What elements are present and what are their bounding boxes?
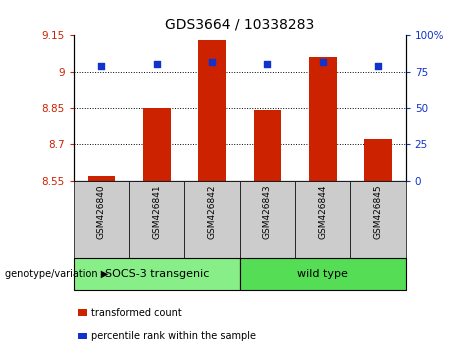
- Point: [319, 59, 326, 64]
- Point: [98, 63, 105, 69]
- Bar: [88, 176, 115, 181]
- Text: GSM426841: GSM426841: [152, 184, 161, 239]
- Point: [264, 62, 271, 67]
- Text: GSM426842: GSM426842: [207, 184, 217, 239]
- Text: GSM426844: GSM426844: [318, 184, 327, 239]
- Text: GSM426845: GSM426845: [373, 184, 383, 239]
- Title: GDS3664 / 10338283: GDS3664 / 10338283: [165, 17, 314, 32]
- Text: GSM426843: GSM426843: [263, 184, 272, 239]
- Text: SOCS-3 transgenic: SOCS-3 transgenic: [105, 269, 209, 279]
- Text: GSM426840: GSM426840: [97, 184, 106, 239]
- Text: wild type: wild type: [297, 269, 348, 279]
- Bar: [364, 139, 392, 181]
- Bar: [198, 40, 226, 181]
- Point: [153, 62, 160, 67]
- Bar: [254, 110, 281, 181]
- Text: transformed count: transformed count: [91, 308, 182, 318]
- Point: [208, 59, 216, 64]
- Bar: [309, 57, 337, 181]
- Bar: [143, 108, 171, 181]
- Point: [374, 63, 382, 69]
- Text: percentile rank within the sample: percentile rank within the sample: [91, 331, 256, 341]
- Text: genotype/variation ▶: genotype/variation ▶: [5, 269, 108, 279]
